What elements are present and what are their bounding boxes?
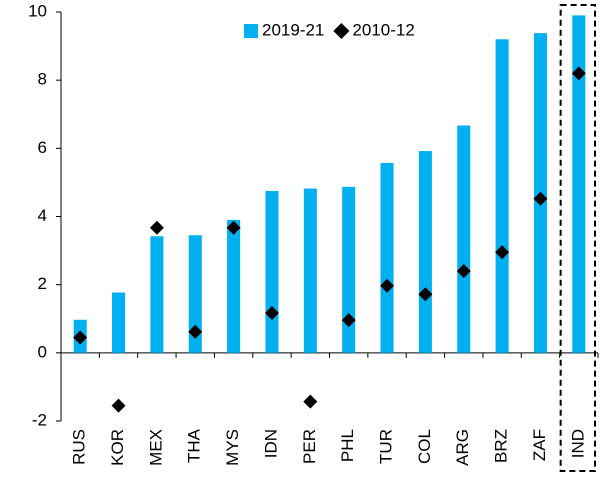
x-tick-label: RUS — [70, 429, 89, 465]
diamond-marker — [73, 330, 88, 345]
bar — [342, 186, 356, 353]
bar — [457, 125, 471, 353]
x-tick-label: MEX — [146, 429, 165, 466]
y-tick-label: 0 — [38, 342, 47, 361]
x-tick-label: PHL — [338, 429, 357, 462]
diamond-marker — [456, 264, 471, 279]
diamond-marker — [418, 287, 433, 302]
legend-swatch — [244, 24, 258, 38]
legend-label: 2010-12 — [352, 20, 414, 39]
diamond-marker — [264, 305, 279, 320]
bar — [227, 219, 241, 353]
x-tick-label: MYS — [223, 429, 242, 466]
x-tick-label: TUR — [377, 429, 396, 464]
bar — [303, 188, 317, 353]
x-tick-label: PER — [300, 429, 319, 464]
legend-label: 2019-21 — [262, 20, 324, 39]
bar — [150, 236, 164, 353]
bar — [188, 235, 202, 353]
x-tick-label: COL — [415, 429, 434, 464]
bar — [572, 15, 586, 353]
diamond-marker — [149, 220, 164, 235]
y-tick-label: 8 — [38, 70, 47, 89]
bar — [265, 190, 279, 353]
x-tick-label: IDN — [261, 429, 280, 458]
y-tick-label: 2 — [38, 274, 47, 293]
x-tick-label: KOR — [108, 429, 127, 466]
x-tick-label: BRZ — [492, 429, 511, 463]
diamond-marker — [226, 220, 241, 235]
y-tick-label: -2 — [32, 410, 47, 429]
y-tick-label: 10 — [28, 1, 47, 20]
y-tick-label: 6 — [38, 138, 47, 157]
bar — [418, 151, 432, 353]
diamond-marker — [533, 191, 548, 206]
diamond-marker — [380, 278, 395, 293]
legend-swatch — [333, 23, 350, 39]
diamond-marker — [341, 313, 356, 328]
diamond-marker — [111, 398, 126, 413]
bar — [380, 162, 394, 353]
y-tick-label: 4 — [38, 206, 47, 225]
diamond-marker — [188, 324, 203, 339]
diamond-marker — [571, 66, 586, 81]
diamond-marker — [495, 245, 510, 260]
x-tick-label: THA — [185, 428, 204, 463]
x-tick-label: IND — [568, 429, 587, 458]
bar — [112, 292, 126, 353]
x-tick-label: ZAF — [530, 429, 549, 461]
x-tick-label: ARG — [453, 429, 472, 466]
diamond-marker — [303, 394, 318, 409]
bar — [495, 39, 509, 353]
